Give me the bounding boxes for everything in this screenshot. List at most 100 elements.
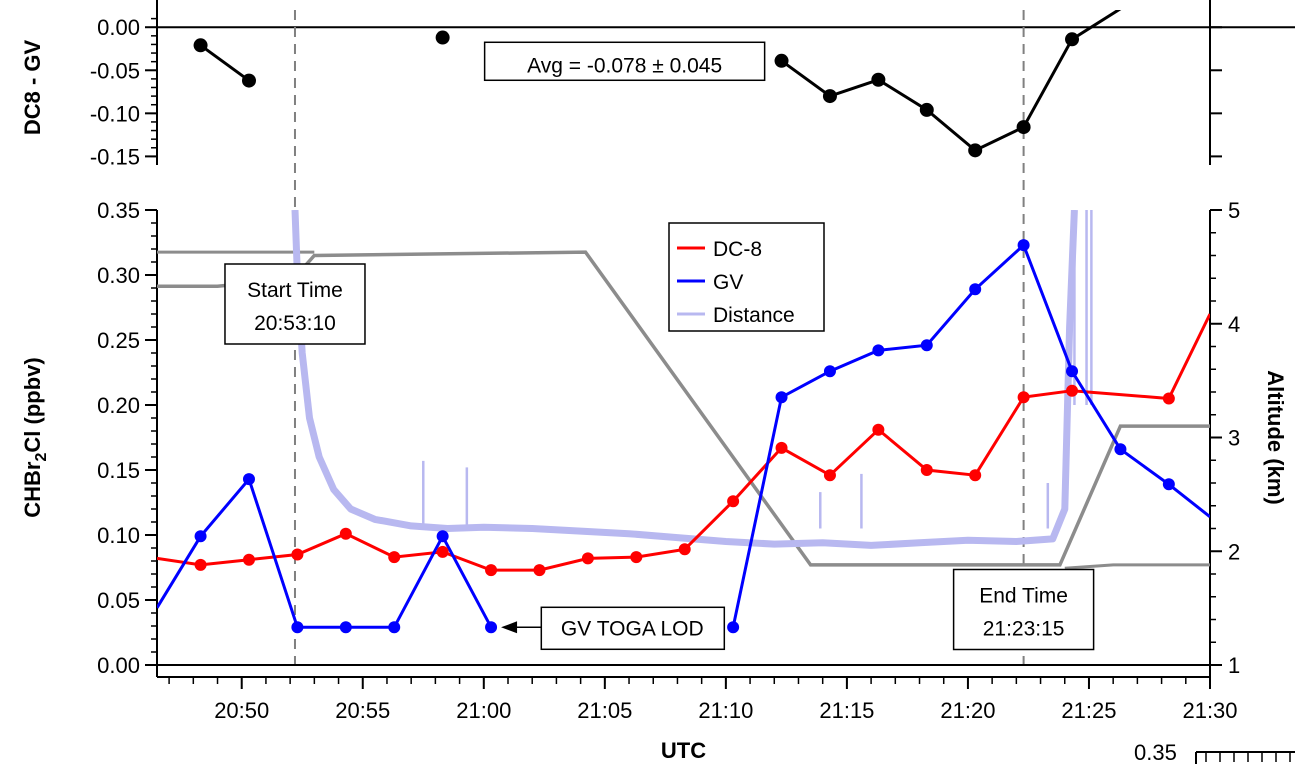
gv-point-4 <box>339 621 352 634</box>
y2tick-label-4: 5 <box>1228 198 1240 223</box>
top-ytick-label-1: -0.05 <box>90 58 140 83</box>
gv-point-10 <box>775 391 788 404</box>
dc8-point-15 <box>872 423 885 436</box>
top-point-0 <box>193 38 208 53</box>
top-point-5 <box>774 53 789 68</box>
gv-point-12 <box>872 344 885 357</box>
y2-axis-title: Altitude (km) <box>1263 370 1288 504</box>
gv-point-5 <box>388 621 401 634</box>
dc8-point-14 <box>823 469 836 482</box>
dc8-point-19 <box>1066 384 1079 397</box>
dc8-point-18 <box>1017 391 1030 404</box>
top-series-line-segment-0 <box>199 44 250 82</box>
top-annotation-box-0 <box>483 41 766 82</box>
top-panel: 0.00 -0.05 -0.10 -0.15 DC8 - GV Avg = -0.078 … <box>20 0 1295 665</box>
dc8-point-1 <box>194 558 207 571</box>
top-point-3 <box>435 30 450 45</box>
y2tick-label-2: 3 <box>1228 426 1240 451</box>
y-axis-title: CHBr2Cl (ppbv) <box>20 357 50 517</box>
gv-point-6 <box>436 530 449 543</box>
dc8-point-4 <box>339 527 352 540</box>
annotation-box-2 <box>540 606 726 651</box>
top-point-8 <box>919 102 934 117</box>
gv-point-9 <box>727 621 740 634</box>
gv-point-17 <box>1114 443 1127 456</box>
gv-point-2 <box>242 473 255 486</box>
altitude-tail-line-segment-0 <box>1064 563 1210 570</box>
legend: DC-8 GV Distance <box>668 222 825 332</box>
y2tick-label-3: 4 <box>1228 312 1240 337</box>
annotation-time-1: 21:23:15 <box>983 618 1065 641</box>
dc8-point-16 <box>920 464 933 476</box>
xtick-label-4: 21:10 <box>698 698 753 723</box>
ytick-label-7: 0.35 <box>97 198 140 223</box>
annotation-box-1 <box>952 568 1095 651</box>
dc8-point-7 <box>485 564 498 577</box>
top-series-layer <box>199 10 1122 153</box>
legend-label-0: DC-8 <box>713 238 762 261</box>
gv-point-11 <box>823 365 836 378</box>
annotation-box-0 <box>224 263 366 345</box>
gv-point-1 <box>194 530 207 543</box>
annotation-time-0: 20:53:10 <box>254 312 336 335</box>
dc8-point-5 <box>388 551 401 564</box>
xtick-label-3: 21:05 <box>577 698 632 723</box>
top-ylabel: DC8 - GV <box>20 40 45 136</box>
gv-point-7 <box>485 621 498 634</box>
annotation-title-1: End Time <box>979 585 1068 608</box>
top-point-9 <box>968 143 983 158</box>
xtick-label-6: 21:20 <box>940 698 995 723</box>
dc8-point-11 <box>678 543 691 556</box>
dc8-point-9 <box>581 552 594 565</box>
xtick-label-7: 21:25 <box>1061 698 1116 723</box>
gv-line-segment-0 <box>157 476 493 629</box>
ytick-label-4: 0.20 <box>97 393 140 418</box>
ytick-label-6: 0.30 <box>97 263 140 288</box>
gv-point-16 <box>1066 365 1079 378</box>
top-point-6 <box>822 89 837 104</box>
top-point-7 <box>871 72 886 87</box>
xtick-label-5: 21:15 <box>819 698 874 723</box>
bottom-panel: 0.00 0.05 0.10 0.15 0.20 0.25 0.30 0.35 1 2 3 4 5 20:… <box>20 198 1288 763</box>
top-ytick-label-0: 0.00 <box>97 15 140 40</box>
legend-label-2: Distance <box>713 304 795 327</box>
corner-fragment-label: 0.35 <box>1134 740 1177 764</box>
corner-fragment: 0.35 <box>1134 740 1295 765</box>
ytick-label-2: 0.10 <box>97 523 140 548</box>
gv-point-13 <box>920 339 933 352</box>
dc8-point-6 <box>436 545 449 558</box>
gv-point-18 <box>1162 478 1175 491</box>
dc8-point-8 <box>533 564 546 577</box>
xtick-label-2: 21:00 <box>456 698 511 723</box>
xtick-label-0: 20:50 <box>214 698 269 723</box>
dc8-point-20 <box>1162 392 1175 405</box>
ytick-label-1: 0.05 <box>97 588 140 613</box>
dc8-point-17 <box>969 469 982 482</box>
xtick-label-8: 21:30 <box>1182 698 1237 723</box>
ytick-label-5: 0.25 <box>97 328 140 353</box>
top-point-10 <box>1016 120 1031 135</box>
dc8-point-12 <box>727 495 740 508</box>
top-annotation-text-0: Avg = -0.078 ± 0.045 <box>527 54 722 77</box>
gv-point-14 <box>969 283 982 296</box>
dc8-point-13 <box>775 441 788 454</box>
top-point-11 <box>1065 32 1080 47</box>
x-axis-title: UTC <box>661 738 706 763</box>
top-ytick-label-2: -0.10 <box>90 101 140 126</box>
y2tick-label-1: 2 <box>1228 539 1240 564</box>
ytick-label-0: 0.00 <box>97 653 140 678</box>
distance-line-segment-0 <box>291 210 1078 549</box>
y2tick-label-0: 1 <box>1228 653 1240 678</box>
top-point-1 <box>241 73 256 88</box>
dc8-point-2 <box>242 553 255 566</box>
legend-label-1: GV <box>713 271 743 294</box>
annotation-text-2: GV TOGA LOD <box>561 617 704 640</box>
annotation-arrow-head-2 <box>501 621 518 634</box>
annotation-title-0: Start Time <box>247 279 343 302</box>
top-ytick-label-3: -0.15 <box>90 144 140 169</box>
ytick-label-3: 0.15 <box>97 458 140 483</box>
dc8-point-3 <box>291 548 304 561</box>
xtick-label-1: 20:55 <box>335 698 390 723</box>
